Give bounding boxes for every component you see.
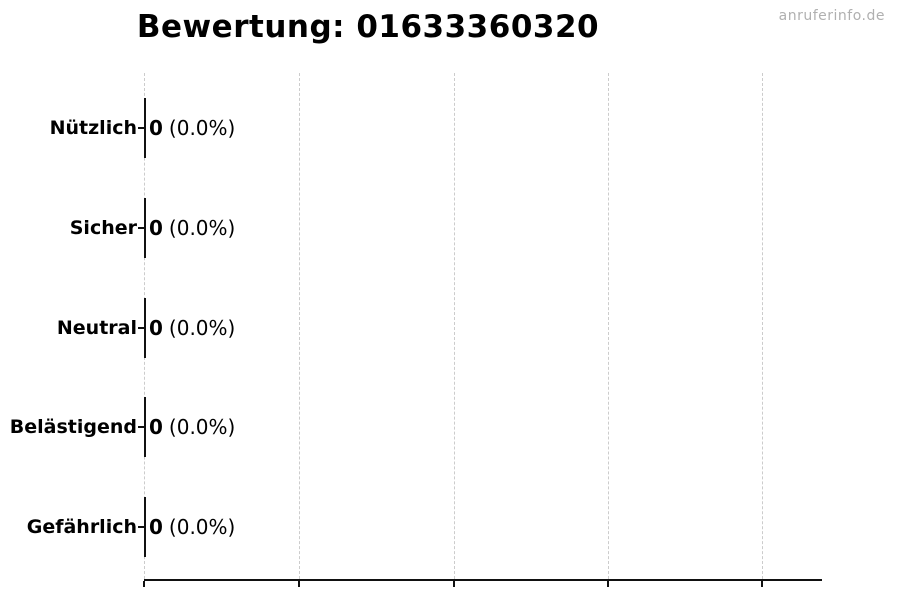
- bar-percent: (0.0%): [168, 515, 236, 539]
- bar-percent: (0.0%): [168, 216, 236, 240]
- bar-value: 0: [149, 216, 163, 240]
- bar-value: 0: [149, 415, 163, 439]
- bar-annotation: 0 (0.0%): [149, 513, 235, 541]
- y-axis-tick: [138, 327, 145, 329]
- bar-percent: (0.0%): [168, 415, 236, 439]
- bar-annotation: 0 (0.0%): [149, 114, 235, 142]
- x-axis-tick: [298, 581, 300, 587]
- zero-value-bar: [144, 98, 146, 158]
- x-axis-tick: [453, 581, 455, 587]
- category-label: Neutral: [56, 317, 137, 339]
- bar-percent: (0.0%): [168, 316, 236, 340]
- bar-value: 0: [149, 316, 163, 340]
- category-label: Sicher: [69, 217, 137, 239]
- category-label: Nützlich: [49, 117, 137, 139]
- x-axis-tick: [761, 581, 763, 587]
- x-axis-tick: [607, 581, 609, 587]
- y-axis-tick: [138, 127, 145, 129]
- gridline: [299, 73, 300, 579]
- y-axis-tick: [138, 526, 145, 528]
- zero-value-bar: [144, 397, 146, 457]
- gridline: [762, 73, 763, 579]
- gridline: [608, 73, 609, 579]
- bar-annotation: 0 (0.0%): [149, 314, 235, 342]
- chart-title: Bewertung: 01633360320: [136, 9, 600, 45]
- y-axis-tick: [138, 426, 145, 428]
- bar-percent: (0.0%): [168, 116, 236, 140]
- watermark-text: anruferinfo.de: [778, 8, 885, 24]
- zero-value-bar: [144, 497, 146, 557]
- category-label: Belästigend: [9, 416, 137, 438]
- bar-annotation: 0 (0.0%): [149, 413, 235, 441]
- gridline: [454, 73, 455, 579]
- bar-value: 0: [149, 116, 163, 140]
- plot-area: [143, 73, 822, 587]
- y-axis-tick: [138, 227, 145, 229]
- bar-value: 0: [149, 515, 163, 539]
- x-axis-tick: [143, 581, 145, 587]
- bar-annotation: 0 (0.0%): [149, 214, 235, 242]
- zero-value-bar: [144, 198, 146, 258]
- zero-value-bar: [144, 298, 146, 358]
- category-label: Gefährlich: [26, 516, 137, 538]
